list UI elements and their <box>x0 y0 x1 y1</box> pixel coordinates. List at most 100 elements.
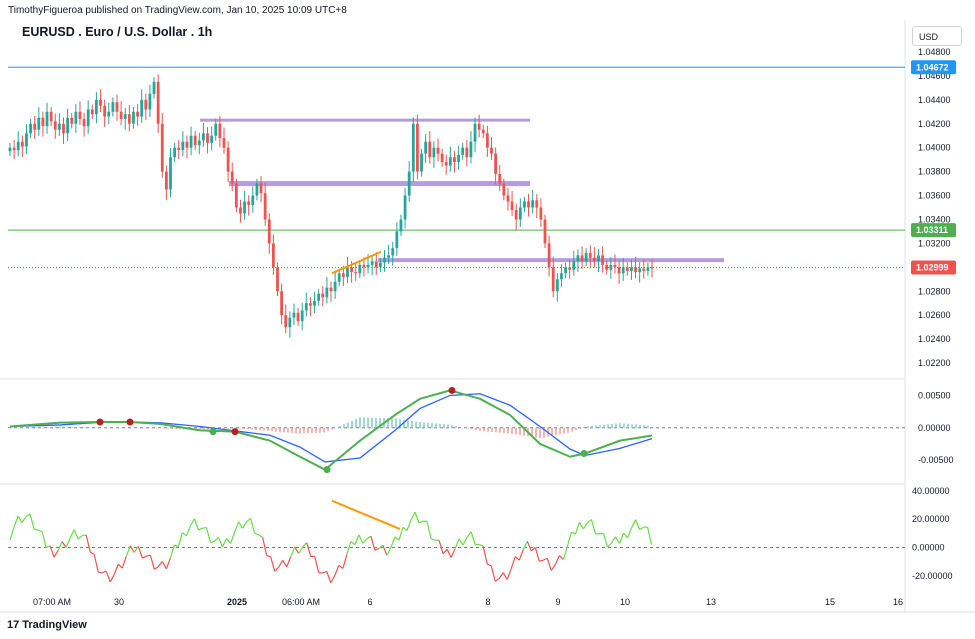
osc-segment <box>386 547 392 556</box>
candle <box>555 273 559 302</box>
osc-segment <box>174 544 179 548</box>
candle <box>148 84 152 118</box>
osc-segment <box>450 548 456 558</box>
osc-segment <box>414 511 420 524</box>
time-tick-label: 30 <box>114 597 124 607</box>
osc-segment <box>418 520 424 524</box>
candle <box>630 259 633 281</box>
osc-segment <box>330 575 336 584</box>
osc-segment <box>169 544 175 559</box>
candle <box>255 178 259 201</box>
osc-segment <box>214 536 219 542</box>
osc-segment <box>41 531 47 548</box>
osc-segment <box>182 532 187 537</box>
candle <box>37 107 41 136</box>
candle <box>337 268 341 287</box>
candle <box>560 264 563 287</box>
osc-segment <box>210 540 215 544</box>
osc-segment <box>161 561 167 570</box>
time-tick-label: 06:00 AM <box>282 597 320 607</box>
candle <box>490 137 493 160</box>
osc-segment <box>53 550 59 558</box>
tradingview-logo[interactable]: 17 TradingView <box>7 619 87 631</box>
osc-segment <box>442 548 448 555</box>
currency-button[interactable]: USD <box>912 26 962 46</box>
candle <box>313 291 316 314</box>
candle <box>650 259 654 278</box>
osc-segment <box>623 532 628 539</box>
candle <box>33 116 37 139</box>
candle <box>57 113 61 136</box>
osc-segment <box>229 532 236 544</box>
candle <box>99 89 102 113</box>
candle <box>411 117 415 183</box>
candle <box>424 134 428 163</box>
osc-segment <box>146 554 151 557</box>
osc-segment <box>571 531 576 535</box>
osc-segment <box>306 542 312 557</box>
symbol-title[interactable]: EURUSD . Euro / U.S. Dollar . 1h <box>22 25 213 39</box>
osc-segment <box>185 525 192 537</box>
osc-segment <box>121 556 127 569</box>
candle <box>333 272 337 299</box>
candle <box>634 256 637 279</box>
candle <box>494 147 498 185</box>
price-tick-label: 1.03200 <box>918 238 951 248</box>
candle <box>29 118 32 139</box>
candle <box>8 142 12 157</box>
osc-segment <box>154 566 159 570</box>
candle <box>181 131 185 157</box>
time-tick-label: 10 <box>620 597 630 607</box>
osc-segment <box>587 519 592 524</box>
candle <box>247 195 251 216</box>
price-zone[interactable] <box>378 258 724 263</box>
osc-segment <box>85 534 91 553</box>
candle <box>321 285 325 307</box>
candle <box>625 262 629 276</box>
price-trendline[interactable] <box>331 250 382 275</box>
candle <box>543 214 547 249</box>
osc-segment <box>543 557 548 561</box>
osc-segment <box>286 556 292 568</box>
osc-segment <box>133 545 139 553</box>
osc-segment <box>631 519 637 529</box>
trendlines[interactable] <box>331 250 382 275</box>
osc-segment <box>157 561 163 567</box>
osc-tick-label: 40.00000 <box>912 486 950 496</box>
candle <box>399 214 403 237</box>
time-axis[interactable]: 07:00 AM 30 2025 06:00 AM 6 8 9 10 13 15 16 <box>33 597 903 607</box>
osc-segment <box>33 528 39 531</box>
osc-tick-label: 0.00000 <box>912 542 945 552</box>
price-axis[interactable]: 1.04800 1.04600 1.04400 1.04200 1.04000 1.038… <box>918 47 951 368</box>
osc-segment <box>498 572 504 579</box>
osc-segment <box>93 554 99 573</box>
candle <box>605 260 609 275</box>
osc-segment <box>57 541 63 551</box>
osc-segment <box>61 541 67 548</box>
candle <box>473 117 477 153</box>
osc-segment <box>142 555 147 559</box>
candle <box>214 118 218 141</box>
candle <box>477 114 481 138</box>
candle <box>103 99 107 128</box>
osc-segment <box>502 572 508 580</box>
supply-demand-zones[interactable] <box>200 118 724 263</box>
osc-segment <box>610 536 617 544</box>
price-zone[interactable] <box>229 181 530 187</box>
osc-segment <box>602 533 609 548</box>
osc-trendline[interactable] <box>331 499 401 530</box>
candle <box>453 151 456 173</box>
candle <box>132 107 135 129</box>
price-tick-label: 1.02800 <box>918 286 951 296</box>
price-zone[interactable] <box>200 118 530 122</box>
osc-segment <box>590 519 597 535</box>
osc-segment <box>89 551 95 555</box>
osc-segment <box>302 542 308 548</box>
osc-segment <box>149 554 155 570</box>
osc-segment <box>647 527 653 546</box>
candle <box>206 127 209 154</box>
candle <box>588 245 592 267</box>
candle <box>436 138 440 162</box>
osc-segment <box>49 545 55 558</box>
